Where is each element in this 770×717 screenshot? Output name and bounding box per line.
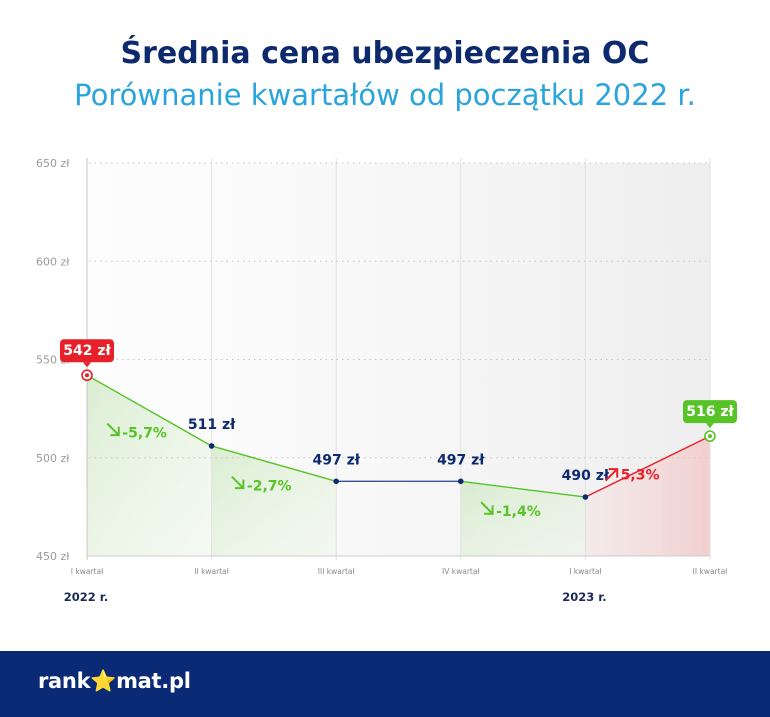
y-tick-label: 500 zł: [36, 452, 70, 465]
arrow-down-icon-head: [484, 505, 494, 515]
data-point: [582, 494, 589, 500]
value-label: 497 zł: [437, 452, 485, 468]
x-tick-label: IV kwartał: [442, 567, 480, 576]
chart-subtitle: Porównanie kwartałów od początku 2022 r.: [74, 78, 696, 112]
series-line-segment: [460, 480, 586, 498]
x-tick-label: I kwartał: [569, 567, 602, 576]
y-tick-label: 600 zł: [36, 255, 70, 268]
data-point-center: [85, 373, 89, 378]
value-label: 516 zł: [686, 404, 734, 420]
y-tick-label: 450 zł: [36, 550, 70, 563]
value-badge-pointer: [83, 362, 91, 368]
arrow-up-icon: [604, 468, 618, 482]
arrow-down-icon: [231, 475, 244, 489]
value-badge: [683, 400, 737, 424]
series-line-segment: [211, 445, 337, 483]
arrow-up-icon-head: [608, 468, 619, 478]
x-tick-label: II kwartał: [194, 567, 230, 576]
brand-logo: rank⭐mat.pl: [38, 669, 191, 693]
x-tick-label: III kwartał: [318, 567, 356, 576]
footer-bar: rank⭐mat.pl: [0, 651, 770, 717]
x-tick-label: I kwartał: [71, 567, 104, 576]
area-segment: [585, 436, 710, 556]
arrow-down-icon-head: [234, 479, 245, 490]
change-label: -5,7%: [122, 426, 167, 442]
value-label: 511 zł: [188, 417, 236, 433]
value-badge: [60, 339, 114, 363]
series-line-segment: [585, 435, 711, 498]
data-point: [333, 478, 340, 485]
data-point-center: [708, 434, 712, 439]
data-point: [208, 443, 215, 449]
y-tick-label: 650 zł: [36, 157, 70, 170]
value-label: 490 zł: [562, 468, 610, 484]
change-label: -2,7%: [247, 479, 292, 495]
value-label: 542 zł: [63, 343, 111, 359]
year-label: 2022 r.: [64, 590, 108, 604]
area-segment: [460, 481, 586, 556]
arrow-down-icon: [106, 422, 120, 436]
x-tick-label: II kwartał: [693, 567, 729, 576]
change-label: -1,4%: [496, 504, 541, 520]
data-point: [458, 478, 464, 485]
value-badge-pointer: [706, 423, 714, 429]
series-line-segment: [86, 374, 212, 447]
arrow-down-icon-head: [110, 426, 120, 437]
value-label: 497 zł: [312, 452, 360, 468]
area-segment: [87, 375, 212, 556]
chart-title: Średnia cena ubezpieczenia OC: [120, 36, 650, 71]
arrow-down-icon: [480, 501, 493, 514]
area-segment: [211, 445, 337, 556]
change-label: 5,3%: [621, 468, 660, 484]
year-label: 2023 r.: [562, 590, 606, 604]
